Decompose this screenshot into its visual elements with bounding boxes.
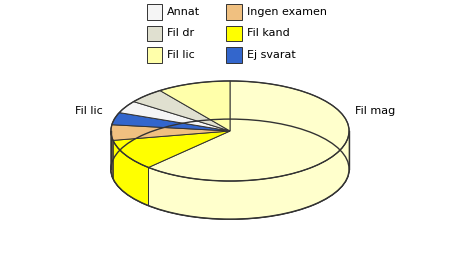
Polygon shape	[160, 81, 230, 131]
Text: Fil lic: Fil lic	[167, 50, 194, 60]
Polygon shape	[119, 102, 230, 131]
Text: Fil kand: Fil kand	[246, 28, 289, 38]
FancyBboxPatch shape	[226, 47, 241, 63]
Ellipse shape	[111, 119, 348, 219]
FancyBboxPatch shape	[146, 4, 162, 20]
FancyBboxPatch shape	[146, 47, 162, 63]
Text: Ej svarat: Ej svarat	[246, 50, 295, 60]
Text: Ingen examen: Ingen examen	[246, 7, 326, 17]
Polygon shape	[134, 91, 230, 131]
Polygon shape	[148, 132, 348, 219]
Polygon shape	[111, 131, 113, 178]
Polygon shape	[111, 131, 113, 178]
FancyBboxPatch shape	[226, 26, 241, 41]
Polygon shape	[111, 131, 348, 219]
Polygon shape	[112, 113, 230, 131]
Polygon shape	[113, 140, 148, 206]
Text: Fil dr: Fil dr	[167, 28, 194, 38]
Polygon shape	[148, 81, 348, 181]
Text: Fil lic: Fil lic	[75, 106, 103, 116]
FancyBboxPatch shape	[226, 4, 241, 20]
Polygon shape	[113, 140, 148, 206]
FancyBboxPatch shape	[146, 26, 162, 41]
Polygon shape	[148, 132, 348, 219]
Text: Fil mag: Fil mag	[354, 106, 394, 116]
Text: Annat: Annat	[167, 7, 200, 17]
Polygon shape	[111, 125, 230, 140]
Polygon shape	[113, 131, 230, 167]
